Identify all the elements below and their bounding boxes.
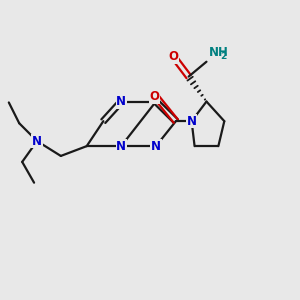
Text: 2: 2 bbox=[220, 52, 226, 61]
Text: N: N bbox=[32, 135, 42, 148]
Text: N: N bbox=[151, 140, 161, 153]
Text: NH: NH bbox=[209, 46, 229, 59]
Text: N: N bbox=[116, 140, 126, 153]
Text: O: O bbox=[149, 90, 160, 103]
Text: O: O bbox=[169, 50, 179, 64]
Text: N: N bbox=[187, 115, 196, 128]
Text: N: N bbox=[116, 95, 126, 108]
